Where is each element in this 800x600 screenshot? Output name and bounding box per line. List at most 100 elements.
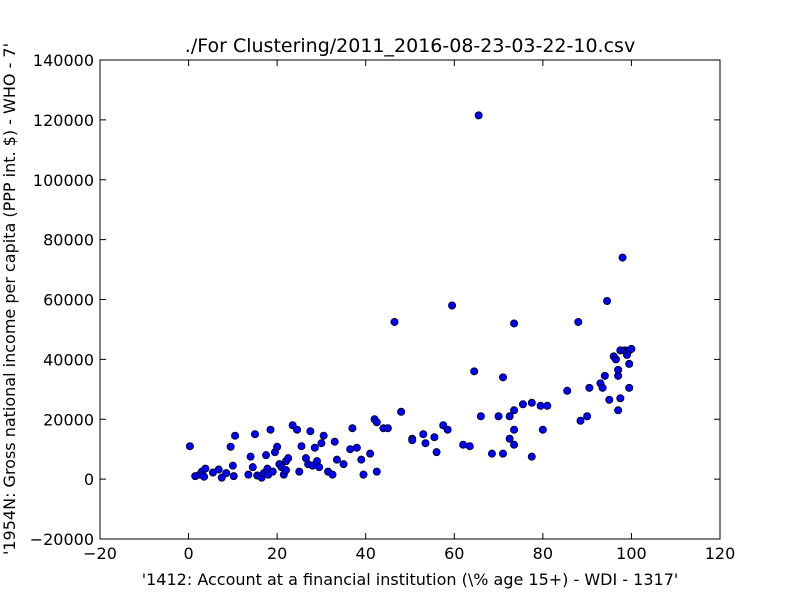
data-point [600, 371, 609, 380]
data-point [543, 401, 552, 410]
data-point [563, 386, 572, 395]
data-point [226, 442, 235, 451]
data-point [614, 406, 623, 415]
y-tick-label: 0 [84, 470, 94, 489]
data-point [625, 383, 634, 392]
data-point [200, 472, 209, 481]
y-tick-label: 60000 [43, 291, 94, 310]
data-point [317, 439, 326, 448]
data-point [295, 467, 304, 476]
data-point [273, 442, 282, 451]
data-point [262, 451, 271, 460]
data-point [214, 465, 223, 474]
data-point [510, 440, 519, 449]
data-point [598, 383, 607, 392]
data-point [310, 443, 319, 452]
data-point [443, 425, 452, 434]
data-point [476, 412, 485, 421]
data-point [397, 407, 406, 416]
data-point [366, 449, 375, 458]
data-point [346, 445, 355, 454]
data-point [250, 430, 259, 439]
data-point [229, 472, 238, 481]
data-point [527, 398, 536, 407]
data-point [222, 469, 231, 478]
data-point [352, 443, 361, 452]
data-point [383, 424, 392, 433]
data-point [430, 433, 439, 442]
chart-title: ./For Clustering/2011_2016-08-23-03-22-1… [185, 35, 635, 57]
data-point [576, 416, 585, 425]
data-point [339, 460, 348, 469]
data-point [510, 319, 519, 328]
data-point [583, 412, 592, 421]
x-tick-label: 20 [267, 544, 287, 563]
y-tick-label: 40000 [43, 350, 94, 369]
data-point [293, 425, 302, 434]
data-point [421, 439, 430, 448]
data-point [518, 400, 527, 409]
y-tick-label: −20000 [30, 530, 94, 549]
data-point [357, 455, 366, 464]
y-tick-label: 20000 [43, 410, 94, 429]
data-point [328, 470, 337, 479]
data-point [505, 412, 514, 421]
x-tick-label: −20 [83, 544, 117, 563]
data-point [297, 442, 306, 451]
data-point [244, 470, 253, 479]
data-point [185, 442, 194, 451]
y-tick-label: 120000 [33, 111, 94, 130]
data-point [487, 449, 496, 458]
data-point [538, 425, 547, 434]
data-point [625, 359, 634, 368]
data-point [465, 442, 474, 451]
data-point [527, 452, 536, 461]
y-tick-label: 80000 [43, 231, 94, 250]
data-point [614, 371, 623, 380]
data-point [330, 437, 339, 446]
data-point [231, 431, 240, 440]
data-point [228, 461, 237, 470]
x-tick-label: 120 [705, 544, 736, 563]
data-point [470, 367, 479, 376]
x-tick-label: 100 [616, 544, 647, 563]
data-point [603, 296, 612, 305]
data-point [332, 455, 341, 464]
data-point [284, 454, 293, 463]
y-axis-label: '1954N: Gross national income per capita… [0, 43, 19, 555]
data-point [536, 401, 545, 410]
x-tick-label: 40 [356, 544, 376, 563]
data-point [268, 467, 277, 476]
data-point [432, 448, 441, 457]
x-tick-label: 80 [533, 544, 553, 563]
data-point [281, 466, 290, 475]
data-point [611, 355, 620, 364]
x-tick-label: 60 [444, 544, 464, 563]
data-point [248, 463, 257, 472]
x-axis-label: '1412: Account at a financial institutio… [142, 570, 679, 589]
data-point [348, 424, 357, 433]
data-point [505, 434, 514, 443]
data-point [498, 449, 507, 458]
plot-area: −20 0 20 40 60 80 100 120 −20000 0 20000 40000 60000… [30, 51, 736, 563]
data-point [574, 317, 583, 326]
data-point [359, 470, 368, 479]
data-point [419, 430, 428, 439]
data-point [459, 440, 468, 449]
data-point [372, 418, 381, 427]
data-point [319, 431, 328, 440]
data-point [510, 406, 519, 415]
data-point [616, 394, 625, 403]
data-point [408, 436, 417, 445]
data-point [605, 395, 614, 404]
data-point [494, 412, 503, 421]
data-point [306, 427, 315, 436]
data-point [498, 373, 507, 382]
data-point [201, 464, 210, 473]
data-point [618, 253, 627, 262]
data-point [448, 301, 457, 310]
y-tick-label: 140000 [33, 51, 94, 70]
data-point [246, 452, 255, 461]
